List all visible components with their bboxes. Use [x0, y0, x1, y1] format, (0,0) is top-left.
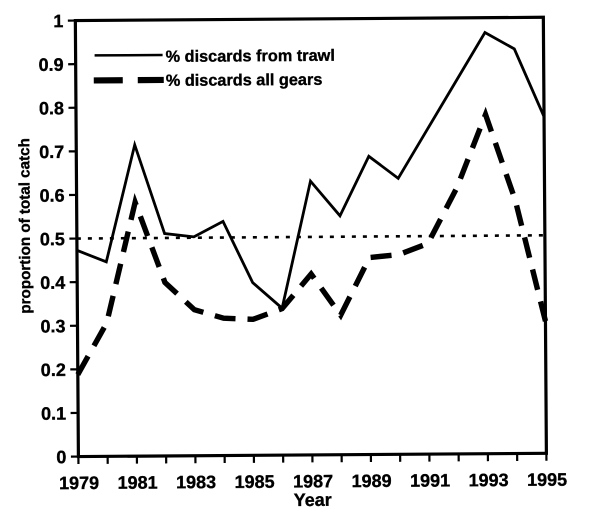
- svg-text:1985: 1985: [234, 472, 274, 492]
- svg-text:1993: 1993: [468, 470, 508, 490]
- svg-text:Year: Year: [294, 490, 332, 510]
- svg-text:0.7: 0.7: [39, 142, 64, 162]
- svg-text:1989: 1989: [351, 471, 391, 491]
- svg-text:% discards all gears: % discards all gears: [166, 71, 323, 90]
- svg-text:0.9: 0.9: [39, 55, 64, 75]
- svg-text:1: 1: [53, 11, 63, 31]
- svg-text:0.1: 0.1: [41, 404, 66, 424]
- svg-text:1981: 1981: [117, 472, 157, 492]
- svg-text:0.3: 0.3: [40, 316, 65, 336]
- svg-text:1995: 1995: [527, 470, 567, 490]
- svg-text:0.2: 0.2: [41, 360, 66, 380]
- svg-text:0.5: 0.5: [40, 229, 65, 249]
- svg-text:% discards from trawl: % discards from trawl: [166, 47, 335, 66]
- svg-text:1983: 1983: [176, 472, 216, 492]
- svg-text:0.8: 0.8: [39, 98, 64, 118]
- svg-text:0.4: 0.4: [40, 273, 65, 293]
- svg-text:1991: 1991: [410, 470, 450, 490]
- svg-text:0.6: 0.6: [39, 186, 64, 206]
- svg-text:1979: 1979: [59, 473, 99, 493]
- svg-text:0: 0: [56, 447, 66, 467]
- svg-text:proportion of total catch: proportion of total catch: [16, 138, 34, 314]
- svg-text:1987: 1987: [293, 471, 333, 491]
